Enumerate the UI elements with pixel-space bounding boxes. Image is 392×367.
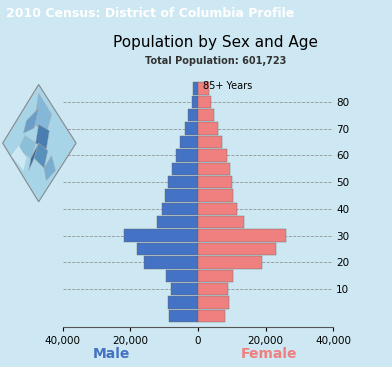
Bar xyxy=(193,82,198,95)
Bar xyxy=(198,109,214,121)
Bar xyxy=(172,163,198,175)
Bar xyxy=(198,163,230,175)
Bar xyxy=(198,256,262,269)
Polygon shape xyxy=(19,136,36,158)
Bar xyxy=(167,297,198,309)
Polygon shape xyxy=(34,143,48,168)
Bar xyxy=(167,176,198,188)
Bar xyxy=(198,310,225,322)
Bar xyxy=(198,243,276,255)
Bar xyxy=(198,216,243,228)
Bar xyxy=(198,283,228,295)
Polygon shape xyxy=(11,146,26,171)
Bar xyxy=(157,216,198,228)
Polygon shape xyxy=(3,84,76,202)
Polygon shape xyxy=(34,93,52,133)
Bar xyxy=(171,283,198,295)
Bar xyxy=(198,82,209,95)
Bar xyxy=(198,123,218,135)
Bar xyxy=(198,203,237,215)
Bar xyxy=(198,136,222,148)
Bar xyxy=(165,189,198,201)
Bar xyxy=(185,123,198,135)
Polygon shape xyxy=(24,108,39,133)
Bar xyxy=(137,243,198,255)
Text: 2010 Census: District of Columbia Profile: 2010 Census: District of Columbia Profil… xyxy=(6,7,294,20)
Bar xyxy=(189,109,198,121)
Polygon shape xyxy=(44,156,56,181)
Text: 85+ Years: 85+ Years xyxy=(203,81,252,91)
Bar xyxy=(176,149,198,161)
Bar xyxy=(198,176,232,188)
Bar xyxy=(169,310,198,322)
Text: Female: Female xyxy=(240,347,297,361)
Bar xyxy=(198,297,229,309)
Bar xyxy=(144,256,198,269)
Bar xyxy=(198,229,286,242)
Polygon shape xyxy=(36,124,49,149)
Bar xyxy=(123,229,198,242)
Bar xyxy=(198,149,227,161)
Text: Population by Sex and Age: Population by Sex and Age xyxy=(113,35,318,50)
Bar xyxy=(198,270,234,282)
Text: Total Population: 601,723: Total Population: 601,723 xyxy=(145,55,286,66)
Bar xyxy=(198,96,211,108)
Polygon shape xyxy=(29,143,39,171)
Bar xyxy=(166,270,198,282)
Bar xyxy=(192,96,198,108)
Bar xyxy=(198,189,234,201)
Bar xyxy=(162,203,198,215)
Bar xyxy=(180,136,198,148)
Text: Male: Male xyxy=(93,347,131,361)
